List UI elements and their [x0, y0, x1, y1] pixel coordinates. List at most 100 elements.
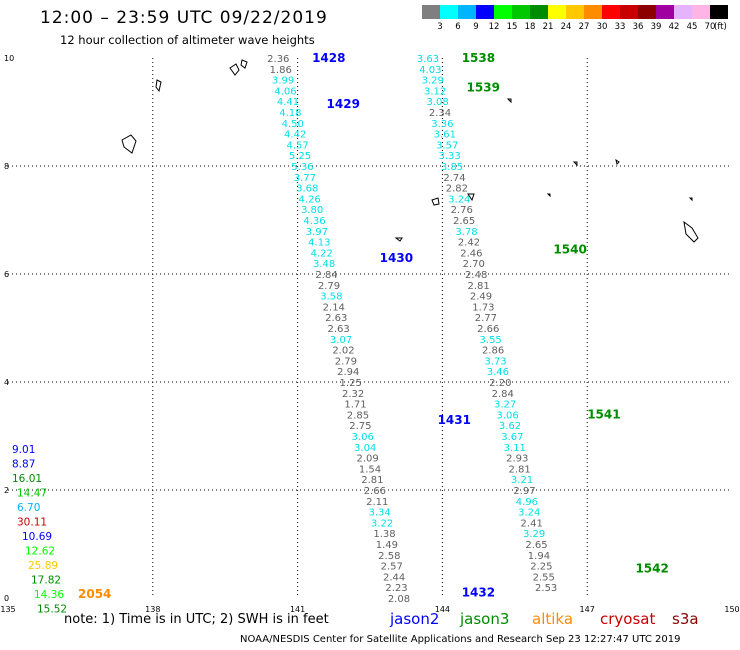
island-outline	[394, 237, 403, 242]
swh-label: 2.25	[530, 562, 552, 573]
color-scale-swatch	[512, 5, 530, 19]
swh-label: 2.97	[513, 486, 535, 497]
swh-label: 2.74	[443, 173, 465, 184]
color-scale-label: 27	[578, 22, 590, 32]
x-tick-label: 138	[145, 605, 160, 614]
footer-note: note: 1) Time is in UTC; 2) SWH is in fe…	[64, 612, 329, 627]
y-tick-label: 4	[4, 378, 9, 387]
y-tick-label: 6	[4, 270, 9, 279]
color-scale-swatch	[422, 5, 440, 19]
swh-label: 2.08	[388, 594, 410, 605]
color-scale-label: 39	[650, 22, 662, 32]
swh-label: 4.42	[284, 130, 306, 141]
time-label: 1429	[327, 97, 360, 111]
swh-label: 2.09	[356, 454, 378, 465]
color-scale-swatch	[602, 5, 620, 19]
time-label: 1430	[380, 251, 413, 265]
swh-label: 3.21	[511, 475, 533, 486]
swh-label: 3.55	[480, 335, 502, 346]
color-scale-swatch	[494, 5, 512, 19]
swh-label: 2.85	[347, 410, 369, 421]
island-outline	[229, 63, 240, 76]
swh-label: 2.75	[349, 421, 371, 432]
swh-label: 3.46	[487, 367, 509, 378]
island-outline	[155, 79, 162, 93]
color-scale-swatch	[530, 5, 548, 19]
swh-label: 1.73	[472, 302, 494, 313]
swh-label: 2.84	[315, 270, 337, 281]
swh-label: 2.32	[342, 389, 364, 400]
swh-label: 3.33	[439, 151, 461, 162]
side-value-label: 12.62	[25, 546, 55, 558]
island-outline	[506, 98, 512, 104]
y-tick-label: 2	[4, 486, 9, 495]
swh-label: 3.24	[448, 194, 470, 205]
swh-label: 2.77	[475, 313, 497, 324]
color-scale-label: 33	[614, 22, 626, 32]
time-label: 1540	[553, 243, 586, 257]
swh-label: 3.24	[518, 508, 540, 519]
swh-label: 2.11	[366, 497, 388, 508]
swh-label: 2.44	[383, 572, 405, 583]
swh-label: 3.04	[354, 443, 376, 454]
side-value-label: 14.36	[34, 589, 64, 601]
swh-label: 3.63	[417, 54, 439, 65]
color-scale-label: 15	[506, 22, 518, 32]
y-tick-label: 0	[4, 594, 9, 603]
color-scale-swatch	[440, 5, 458, 19]
swh-label: 2.20	[489, 378, 511, 389]
swh-label: 4.03	[419, 65, 441, 76]
color-scale-swatch	[476, 5, 494, 19]
swh-label: 2.41	[521, 518, 543, 529]
side-value-label: 16.01	[12, 473, 42, 485]
swh-label: 2.76	[451, 205, 473, 216]
swh-label: 4.50	[282, 119, 304, 130]
swh-label: 2.53	[535, 583, 557, 594]
swh-label: 2.81	[361, 475, 383, 486]
side-value-label: 14.47	[17, 488, 47, 500]
swh-label: 3.07	[330, 335, 352, 346]
swh-label: 1.94	[528, 551, 550, 562]
color-scale-label: 18	[524, 22, 536, 32]
swh-label: 2.84	[492, 389, 514, 400]
swh-label: 3.97	[306, 227, 328, 238]
swh-label: 3.29	[523, 529, 545, 540]
color-scale-swatch	[620, 5, 638, 19]
swh-label: 3.57	[436, 140, 458, 151]
side-value-label: 15.52	[37, 604, 67, 616]
swh-label: 4.41	[277, 97, 299, 108]
footer-credit: NOAA/NESDIS Center for Satellite Applica…	[240, 634, 681, 645]
island-outline	[683, 220, 699, 243]
swh-label: 1.25	[340, 378, 362, 389]
swh-label: 5.25	[289, 151, 311, 162]
swh-label: 3.99	[272, 76, 294, 87]
swh-label: 2.46	[460, 248, 482, 259]
island-outline	[572, 161, 578, 167]
swh-label: 3.12	[424, 86, 446, 97]
swh-label: 3.77	[294, 173, 316, 184]
swh-label: 3.73	[484, 356, 506, 367]
color-scale-swatch	[548, 5, 566, 19]
color-scale-label: 70	[704, 22, 716, 32]
y-tick-label: 8	[4, 162, 9, 171]
swh-label: 2.70	[463, 259, 485, 270]
swh-label: 3.36	[431, 119, 453, 130]
swh-label: 1.49	[376, 540, 398, 551]
swh-label: 3.85	[441, 162, 463, 173]
swh-label: 3.29	[422, 76, 444, 87]
x-tick-label: 150	[724, 605, 739, 614]
time-label: 1431	[438, 413, 471, 427]
x-tick-label: 135	[0, 605, 15, 614]
swh-label: 2.36	[267, 54, 289, 65]
swh-label: 3.67	[501, 432, 523, 443]
swh-label: 3.06	[496, 410, 518, 421]
side-value-label: 30.11	[17, 517, 47, 529]
swh-label: 2.23	[385, 583, 407, 594]
color-scale-swatch	[584, 5, 602, 19]
time-label: 1541	[587, 407, 620, 421]
swh-label: 3.48	[313, 259, 335, 270]
island-outline	[431, 197, 440, 206]
legend-item-cryosat: cryosat	[600, 610, 656, 628]
color-scale-label: 45	[686, 22, 698, 32]
swh-label: 2.34	[429, 108, 451, 119]
